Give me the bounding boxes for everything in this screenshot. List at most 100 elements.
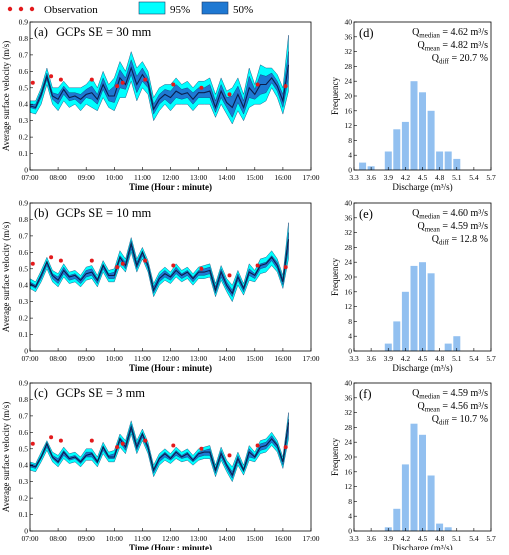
x-tick-label: 11:00 [134, 354, 151, 363]
y-tick-label: 0.6 [19, 248, 29, 257]
observation-point [120, 261, 125, 266]
x-tick-label: 14:00 [218, 354, 235, 363]
histogram-bar [427, 475, 435, 531]
y-tick-label: 12 [345, 482, 353, 491]
x-tick-label: 15:00 [246, 534, 263, 543]
observation-point [120, 80, 125, 85]
x-tick-label: 4.5 [418, 173, 428, 182]
x-axis-label: Discharge (m³/s) [392, 363, 452, 373]
y-tick-label: 0.2 [19, 133, 29, 142]
stat-value: = 4.56 m³/s [440, 401, 488, 412]
x-tick-label: 12:00 [162, 173, 179, 182]
y-tick-label: 8 [348, 497, 352, 506]
x-tick-label: 16:00 [274, 173, 291, 182]
observation-point [49, 255, 54, 260]
histogram-bar [444, 151, 452, 170]
histogram-bar [427, 273, 435, 351]
x-tick-label: 13:00 [190, 534, 207, 543]
legend-observation-dot [7, 6, 13, 12]
observation-point [255, 82, 260, 87]
histogram-bar [401, 291, 409, 351]
observation-point [143, 258, 148, 263]
stat-subscript: mean [425, 406, 441, 414]
x-tick-label: 4.2 [401, 173, 411, 182]
x-tick-label: 3.9 [384, 534, 394, 543]
y-tick-label: 0.9 [19, 199, 29, 208]
stat-symbol: Q [418, 221, 426, 232]
histogram-bar [419, 434, 426, 531]
band-95 [29, 412, 289, 483]
x-axis-label: Discharge (m³/s) [392, 543, 452, 550]
y-tick-label: 20 [345, 273, 353, 282]
x-tick-label: 07:00 [21, 173, 38, 182]
observation-point [89, 77, 94, 82]
y-tick-label: 0 [348, 166, 352, 175]
stat-qmedian: Qmedian = 4.62 m³/s [412, 27, 488, 40]
histogram-bar [453, 158, 461, 170]
x-tick-label: 09:00 [78, 354, 95, 363]
stat-symbol: Q [412, 388, 420, 399]
x-tick-label: 3.6 [366, 534, 376, 543]
histogram-bar [436, 151, 444, 170]
x-tick-label: 4.2 [401, 354, 411, 363]
x-tick-label: 3.3 [349, 354, 359, 363]
y-tick-label: 40 [345, 18, 353, 27]
histogram-bar [401, 464, 409, 531]
stat-symbol: Q [418, 401, 426, 412]
x-tick-label: 15:00 [246, 173, 263, 182]
observation-point [227, 92, 232, 97]
x-tick-label: 4.8 [435, 354, 445, 363]
histogram-bar [393, 321, 401, 351]
y-tick-label: 24 [345, 77, 353, 86]
y-tick-label: 0.4 [19, 281, 29, 290]
median-line [29, 239, 290, 295]
x-tick-label: 16:00 [274, 354, 291, 363]
panels: 0 0.1 0.2 0.3 0.4 0.5 0.6 0.7 0.8 0.9 07:00 08:00 09… [1, 18, 496, 554]
y-tick-label: 36 [345, 32, 353, 41]
legend-50-swatch [201, 1, 229, 15]
stat-qdiff: Qdiff = 10.7 % [432, 414, 488, 427]
stat-qmean: Qmean = 4.56 m³/s [418, 401, 489, 414]
panel-annotation: GCPs SE = 30 mm [56, 25, 152, 39]
observation-point [171, 443, 176, 448]
y-tick-label: 12 [345, 121, 353, 130]
x-tick-label: 17:00 [302, 173, 319, 182]
y-tick-label: 0.3 [19, 116, 29, 125]
observation-point [283, 265, 288, 270]
observation-point [49, 435, 54, 440]
stat-value: = 20.7 % [449, 53, 488, 64]
band-95 [29, 222, 289, 303]
stat-value: = 4.59 m³/s [440, 388, 488, 399]
observation-point [255, 263, 260, 268]
x-tick-label: 07:00 [21, 354, 38, 363]
stat-subscript: diff [439, 419, 450, 427]
y-tick-label: 0.8 [19, 34, 29, 43]
y-tick-label: 28 [345, 62, 353, 71]
panel-annotation: GCPs SE = 3 mm [56, 386, 145, 400]
time-series-panel-b: 0 0.1 0.2 0.3 0.4 0.5 0.6 0.7 0.8 0.9 07:00 08:00 09… [1, 199, 320, 374]
observation-point [255, 443, 260, 448]
observation-point [49, 74, 54, 79]
x-tick-label: 13:00 [190, 173, 207, 182]
y-tick-label: 16 [345, 467, 353, 476]
x-tick-label: 17:00 [302, 354, 319, 363]
legend-95-label: 95% [170, 4, 190, 16]
y-tick-label: 20 [345, 453, 353, 462]
x-tick-label: 14:00 [218, 173, 235, 182]
stat-qdiff: Qdiff = 20.7 % [432, 53, 488, 66]
histogram-bar [453, 336, 461, 351]
x-tick-label: 07:00 [21, 534, 38, 543]
y-tick-label: 0.2 [19, 314, 29, 323]
y-tick-label: 36 [345, 393, 353, 402]
y-tick-label: 40 [345, 379, 353, 388]
stat-subscript: median [419, 213, 440, 221]
legend-95-swatch [138, 1, 166, 15]
y-tick-label: 12 [345, 302, 353, 311]
x-tick-label: 15:00 [246, 354, 263, 363]
x-tick-label: 5.7 [486, 354, 496, 363]
observation-point [199, 266, 204, 271]
x-tick-label: 5.1 [452, 173, 462, 182]
stat-value: = 4.60 m³/s [440, 208, 488, 219]
histogram-bar [393, 508, 401, 531]
stat-value: = 4.82 m³/s [440, 40, 488, 51]
